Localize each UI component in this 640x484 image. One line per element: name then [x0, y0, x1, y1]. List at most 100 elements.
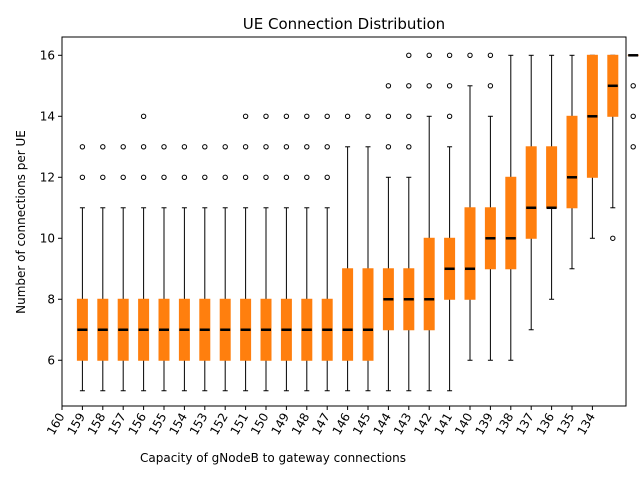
box-group [77, 145, 87, 391]
box-group [485, 53, 495, 360]
x-tick-label: 136 [534, 411, 558, 438]
flier-point [325, 114, 329, 118]
flier-point [223, 175, 227, 179]
y-tick-label: 14 [40, 109, 55, 123]
flier-point [611, 236, 615, 240]
box-group [424, 53, 434, 391]
box-group [159, 145, 169, 391]
box-iqr [526, 147, 536, 238]
box-group [322, 114, 332, 391]
box-group [526, 55, 536, 329]
x-tick-label: 135 [554, 411, 578, 438]
flier-point [447, 53, 451, 57]
x-tick-label: 145 [350, 411, 374, 438]
x-tick-label: 154 [166, 411, 190, 438]
flier-point [386, 114, 390, 118]
x-tick-label: 141 [432, 411, 456, 438]
flier-point [182, 175, 186, 179]
x-axis: 1601591581571561551541531521511501491481… [44, 406, 598, 437]
box-group [139, 114, 149, 391]
flier-point [631, 84, 635, 88]
flier-point [631, 145, 635, 149]
y-tick-label: 16 [40, 48, 55, 62]
flier-point [264, 175, 268, 179]
flier-point [407, 114, 411, 118]
chart-title: UE Connection Distribution [243, 15, 445, 33]
flier-point [141, 175, 145, 179]
box-group [567, 55, 577, 268]
box-iqr [567, 116, 577, 207]
box-group [547, 55, 557, 299]
flier-point [447, 84, 451, 88]
flier-point [121, 145, 125, 149]
flier-point [203, 145, 207, 149]
flier-point [264, 145, 268, 149]
flier-point [407, 84, 411, 88]
x-tick-label: 157 [105, 411, 129, 438]
boxes-layer [77, 53, 638, 391]
box-group [261, 114, 271, 391]
flier-point [325, 145, 329, 149]
x-tick-label: 150 [248, 411, 272, 438]
flier-point [141, 114, 145, 118]
flier-point [284, 145, 288, 149]
box-group [404, 53, 414, 391]
box-group [445, 53, 455, 391]
x-tick-label: 142 [411, 411, 435, 438]
flier-point [447, 114, 451, 118]
x-tick-label: 160 [44, 411, 68, 438]
x-tick-label: 158 [85, 411, 109, 438]
box-group [241, 114, 251, 391]
box-group [220, 145, 230, 391]
x-tick-label: 144 [370, 411, 394, 438]
box-group [628, 55, 638, 149]
flier-point [631, 114, 635, 118]
flier-point [488, 84, 492, 88]
flier-point [386, 84, 390, 88]
x-tick-label: 137 [513, 411, 537, 438]
flier-point [427, 53, 431, 57]
x-tick-label: 159 [64, 411, 88, 438]
x-tick-label: 149 [268, 411, 292, 438]
flier-point [345, 114, 349, 118]
box-group [200, 145, 210, 391]
flier-point [101, 145, 105, 149]
box-group [506, 55, 516, 360]
flier-point [366, 114, 370, 118]
flier-point [243, 145, 247, 149]
x-tick-label: 153 [187, 411, 211, 438]
box-group [363, 114, 373, 391]
box-iqr [547, 147, 557, 208]
flier-point [264, 114, 268, 118]
flier-point [284, 114, 288, 118]
box-iqr [363, 269, 373, 360]
y-tick-label: 12 [40, 170, 55, 184]
flier-point [325, 175, 329, 179]
x-tick-label: 139 [472, 411, 496, 438]
x-tick-label: 147 [309, 411, 333, 438]
y-tick-label: 10 [40, 231, 55, 245]
flier-point [243, 114, 247, 118]
box-group [118, 145, 128, 391]
x-axis-label: Capacity of gNodeB to gateway connection… [140, 451, 406, 465]
flier-point [407, 145, 411, 149]
box-group [98, 145, 108, 391]
box-group [608, 55, 618, 240]
box-group [302, 114, 312, 391]
box-group [343, 114, 353, 391]
flier-point [121, 175, 125, 179]
box-iqr [424, 238, 434, 329]
box-iqr [506, 177, 516, 268]
x-tick-label: 140 [452, 411, 476, 438]
box-group [281, 114, 291, 391]
flier-point [182, 145, 186, 149]
flier-point [407, 53, 411, 57]
x-tick-label: 152 [207, 411, 231, 438]
x-tick-label: 155 [146, 411, 170, 438]
flier-point [427, 84, 431, 88]
flier-point [305, 114, 309, 118]
flier-point [162, 175, 166, 179]
